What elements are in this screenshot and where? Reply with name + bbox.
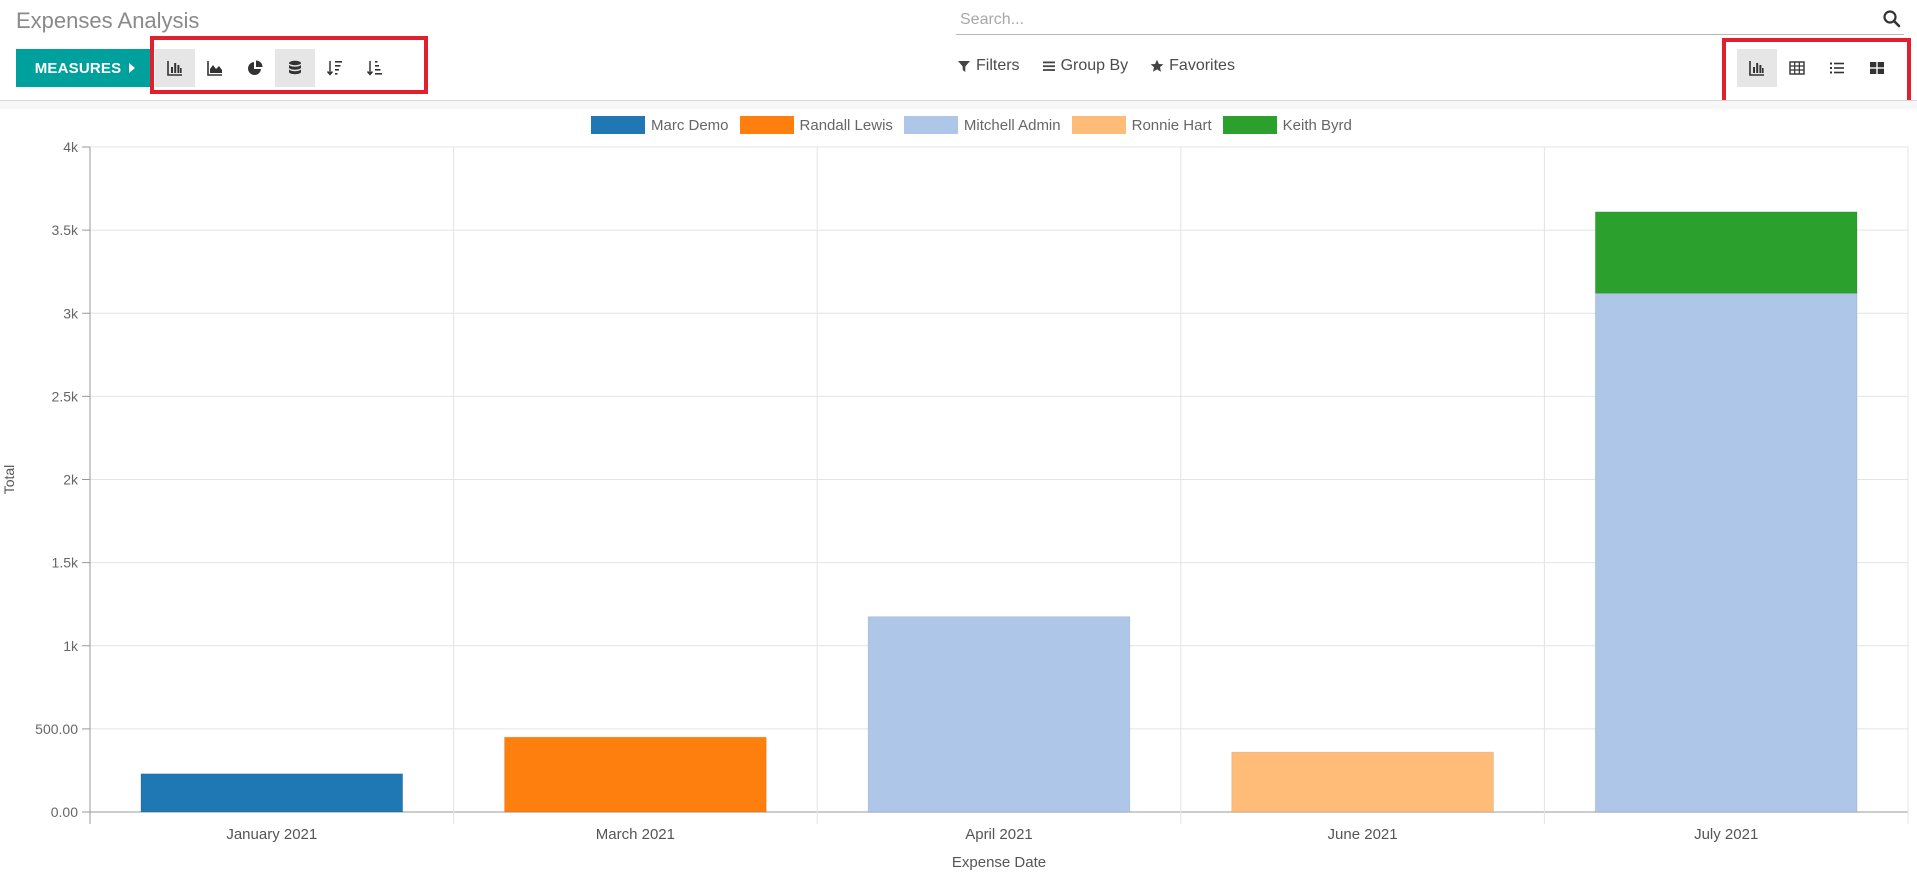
search-input[interactable]: [958, 8, 1862, 32]
legend-label: Ronnie Hart: [1131, 116, 1212, 134]
y-tick-label: 1.5k: [52, 555, 79, 571]
legend-item[interactable]: Randall Lewis: [739, 116, 893, 134]
favorites-label: Favorites: [1169, 57, 1235, 74]
legend-swatch: [1071, 116, 1126, 134]
measures-button[interactable]: MEASURES: [16, 49, 154, 87]
y-axis-title: Total: [1, 465, 17, 495]
chart-legend: Marc Demo Randall Lewis Mitchell Admin Ronn…: [591, 116, 1363, 134]
kanban-view-icon: [1870, 62, 1884, 74]
line-chart-button[interactable]: [195, 49, 235, 87]
legend-item[interactable]: Marc Demo: [591, 116, 729, 134]
line-chart-icon: [207, 61, 222, 76]
star-icon: [1150, 59, 1164, 72]
y-tick-label: 4k: [63, 139, 79, 155]
bar: [504, 736, 767, 813]
bar-chart-icon: [167, 61, 182, 76]
kanban-view-button[interactable]: [1857, 49, 1897, 87]
bar: [1231, 751, 1494, 813]
stacked-button[interactable]: [275, 49, 315, 87]
legend-swatch: [903, 116, 958, 134]
search-options: Filters Group By Favorites: [957, 57, 1235, 75]
group-by-label: Group By: [1060, 57, 1129, 74]
search-bar[interactable]: [956, 6, 1904, 35]
sort-descending-button[interactable]: [315, 49, 355, 87]
y-tick-label: 2.5k: [52, 388, 79, 404]
legend-swatch: [1222, 116, 1277, 134]
bars-icon: [1042, 61, 1055, 71]
filter-icon: [958, 61, 970, 72]
legend-item[interactable]: Keith Byrd: [1222, 116, 1352, 134]
measures-label: MEASURES: [34, 59, 122, 77]
y-tick-label: 2k: [63, 472, 79, 488]
sort-ascending-icon: [366, 61, 382, 76]
expenses-bar-chart: 0.00 500.00 1k 1.5k 2k 2.5k 3k 3.5k 4k January 20…: [1, 139, 1909, 871]
bar: [1594, 292, 1858, 813]
x-axis-title: Expense Date: [952, 854, 1046, 871]
filters-button[interactable]: Filters: [957, 57, 1020, 75]
pie-chart-button[interactable]: [235, 49, 275, 87]
y-tick-label: 3k: [63, 305, 79, 321]
bar: [140, 773, 404, 813]
y-tick-label: 0.00: [51, 804, 78, 820]
bar: [867, 616, 1131, 813]
pivot-view-icon: [1789, 61, 1805, 75]
x-tick-label: June 2021: [1328, 826, 1398, 843]
view-switcher: [1737, 49, 1897, 87]
sort-ascending-button[interactable]: [355, 49, 395, 87]
chart-type-highlight: [150, 36, 428, 94]
control-panel-shadow: [0, 101, 1917, 109]
legend-item[interactable]: Mitchell Admin: [903, 116, 1061, 134]
bar: [1594, 211, 1858, 294]
legend-swatch: [739, 116, 794, 134]
list-view-icon: [1830, 62, 1844, 74]
chart-type-toolbar: [155, 49, 395, 87]
control-panel-divider: [0, 100, 1917, 101]
y-tick-label: 3.5k: [52, 222, 79, 238]
x-tick-label: July 2021: [1694, 826, 1758, 843]
legend-swatch: [591, 116, 645, 134]
caret-right-icon: [129, 63, 136, 73]
x-tick-label: April 2021: [965, 826, 1033, 843]
graph-view-icon: [1749, 61, 1764, 76]
y-tick-label: 1k: [63, 638, 79, 654]
group-by-button[interactable]: Group By: [1042, 57, 1129, 75]
legend-label: Keith Byrd: [1282, 116, 1352, 134]
bar-chart-button[interactable]: [155, 49, 195, 87]
pie-chart-icon: [248, 60, 263, 75]
pivot-view-button[interactable]: [1777, 49, 1817, 87]
legend-label: Randall Lewis: [799, 116, 893, 134]
page-title: Expenses Analysis: [16, 8, 200, 33]
legend-label: Marc Demo: [651, 116, 729, 134]
stacked-icon: [289, 60, 301, 75]
favorites-button[interactable]: Favorites: [1150, 57, 1235, 75]
legend-label: Mitchell Admin: [963, 116, 1061, 134]
search-icon[interactable]: [1882, 9, 1902, 29]
filters-label: Filters: [976, 57, 1020, 74]
y-tick-label: 500.00: [35, 721, 78, 737]
x-tick-label: January 2021: [226, 826, 317, 843]
graph-view-button[interactable]: [1737, 49, 1777, 87]
list-view-button[interactable]: [1817, 49, 1857, 87]
sort-descending-icon: [326, 61, 342, 76]
legend-item[interactable]: Ronnie Hart: [1071, 116, 1212, 134]
x-tick-label: March 2021: [596, 826, 675, 843]
